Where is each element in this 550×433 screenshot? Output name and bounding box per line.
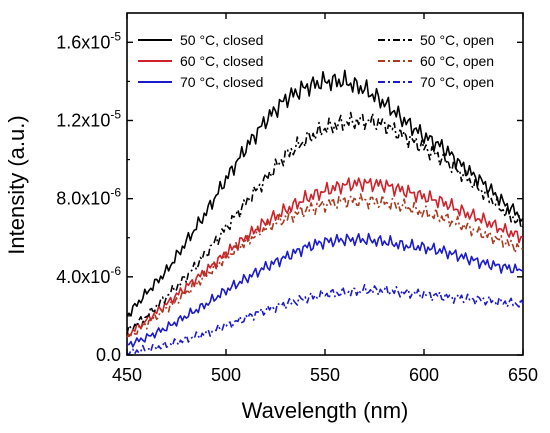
y-tick-exponent: -6 — [110, 186, 121, 200]
x-tick-label: 650 — [508, 365, 538, 385]
x-tick-label: 450 — [112, 365, 142, 385]
x-axis-title: Wavelength (nm) — [242, 398, 409, 423]
y-tick-label: 4.0x10-6 — [56, 264, 121, 287]
ticks-layer: 450 500 550 600 650 0.0 4.0x10-6 8.0x10-6 1.2x10… — [56, 13, 538, 385]
series-line — [126, 193, 524, 338]
y-tick-exponent: -5 — [110, 107, 121, 121]
y-tick-exponent: -6 — [110, 264, 121, 278]
legend-label: 70 °C, open — [420, 74, 494, 90]
y-tick-label: 0.0 — [96, 345, 121, 365]
series-line — [126, 284, 524, 356]
series-line — [126, 111, 524, 335]
x-tick-label: 500 — [211, 365, 241, 385]
legend-label: 60 °C, open — [420, 53, 494, 69]
x-tick-label: 550 — [310, 365, 340, 385]
series-line — [126, 177, 524, 338]
legend-label: 50 °C, closed — [180, 32, 263, 48]
y-tick-label: 1.6x10-5 — [56, 29, 121, 52]
x-tick-label: 600 — [409, 365, 439, 385]
y-tick-label: 8.0x10-6 — [56, 186, 121, 209]
series-line — [126, 232, 524, 348]
y-axis-title: Intensity (a.u.) — [4, 115, 29, 254]
legend-label: 70 °C, closed — [180, 74, 263, 90]
series-line — [126, 69, 524, 317]
y-tick-exponent: -5 — [110, 29, 121, 43]
y-tick-label: 1.2x10-5 — [56, 107, 121, 130]
series-layer — [126, 69, 524, 356]
legend-label: 60 °C, closed — [180, 53, 263, 69]
legend: 50 °C, closed 60 °C, closed 70 °C, closed 5… — [138, 32, 494, 90]
legend-label: 50 °C, open — [420, 32, 494, 48]
